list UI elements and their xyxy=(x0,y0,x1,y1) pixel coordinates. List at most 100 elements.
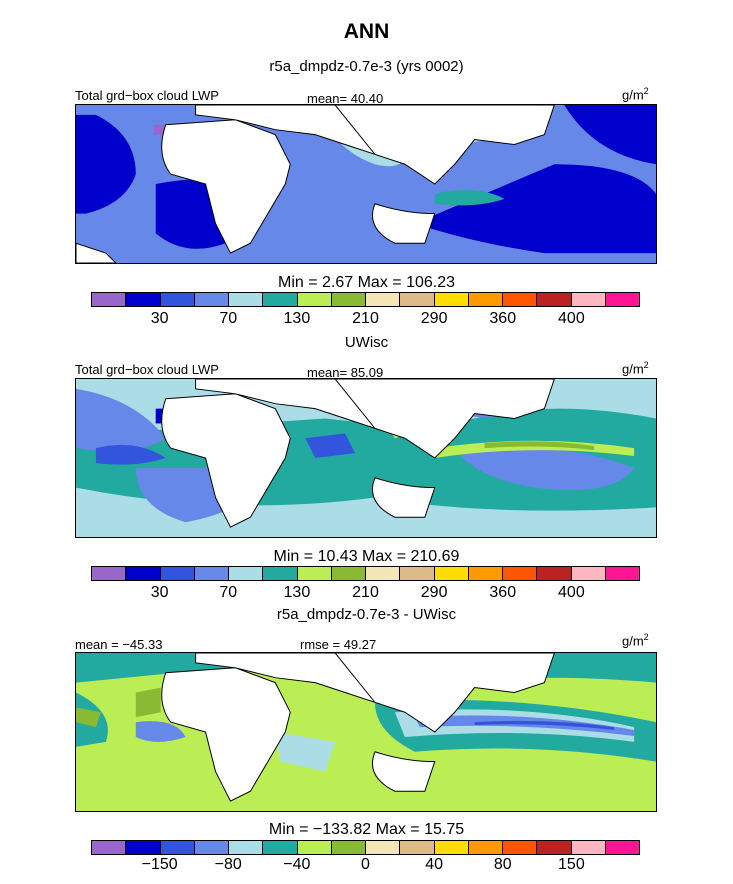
panel2-units-text: g/m xyxy=(622,361,644,377)
panel3-units-text: g/m xyxy=(622,633,644,649)
colorbar-tick-label: 400 xyxy=(558,584,585,601)
colorbar-swatch xyxy=(126,567,161,580)
panel1-colorbar xyxy=(91,292,640,307)
colorbar-swatch xyxy=(229,841,264,854)
colorbar-swatch xyxy=(194,841,229,854)
panel3-rmse-label: rmse = 49.27 xyxy=(300,637,377,652)
colorbar-swatch xyxy=(605,293,639,306)
colorbar-swatch xyxy=(366,567,401,580)
colorbar-swatch xyxy=(263,841,298,854)
colorbar-swatch xyxy=(126,841,161,854)
colorbar-tick-label: 70 xyxy=(219,584,238,601)
colorbar-swatch xyxy=(468,841,503,854)
colorbar-swatch xyxy=(503,567,538,580)
colorbar-swatch xyxy=(229,293,264,306)
colorbar-swatch xyxy=(92,841,127,854)
panel1-map xyxy=(75,104,657,264)
panel3-title: r5a_dmpdz-0.7e-3 - UWisc xyxy=(276,606,457,623)
panel2-units-exp: 2 xyxy=(643,360,649,370)
panel2-mean-label: mean= 85.09 xyxy=(307,365,384,380)
colorbar-swatch xyxy=(160,841,195,854)
colorbar-swatch xyxy=(92,293,127,306)
panel3-map xyxy=(75,652,657,812)
colorbar-tick-label: 290 xyxy=(420,310,448,327)
panel1-title: r5a_dmpdz-0.7e-3 (yrs 0002) xyxy=(269,58,464,75)
colorbar-tick-label: 400 xyxy=(558,310,585,327)
colorbar-swatch xyxy=(263,567,298,580)
colorbar-swatch xyxy=(571,293,606,306)
panel3-colorbar xyxy=(91,840,640,855)
panel2-left-label: Total grd−box cloud LWP xyxy=(75,362,219,377)
colorbar-swatch xyxy=(194,293,229,306)
colorbar-swatch xyxy=(366,293,401,306)
colorbar-swatch xyxy=(160,567,195,580)
colorbar-swatch xyxy=(571,841,606,854)
colorbar-tick-label: 360 xyxy=(489,584,517,601)
colorbar-tick-label: 210 xyxy=(352,310,379,327)
panel1-ticks: 30 70 130 210 290 360 400 xyxy=(0,310,733,330)
colorbar-swatch xyxy=(537,841,572,854)
colorbar-tick-label: 70 xyxy=(219,310,238,327)
colorbar-swatch xyxy=(503,293,538,306)
colorbar-tick-label: 30 xyxy=(150,584,169,601)
colorbar-tick-label: 130 xyxy=(283,584,311,601)
colorbar-swatch xyxy=(297,841,332,854)
colorbar-swatch xyxy=(434,567,469,580)
colorbar-swatch xyxy=(297,293,332,306)
colorbar-tick-label: 360 xyxy=(489,310,517,327)
main-title: ANN xyxy=(343,20,390,43)
colorbar-swatch xyxy=(503,841,538,854)
colorbar-swatch xyxy=(297,567,332,580)
colorbar-tick-label: 290 xyxy=(420,584,448,601)
colorbar-tick-label: 0 xyxy=(361,856,370,873)
colorbar-tick-label: 130 xyxy=(283,310,311,327)
panel1-units: g/m2 xyxy=(622,86,649,102)
colorbar-swatch xyxy=(468,293,503,306)
colorbar-tick-label: 40 xyxy=(425,856,444,873)
colorbar-swatch xyxy=(605,567,639,580)
panel3-units-exp: 2 xyxy=(643,632,649,642)
colorbar-swatch xyxy=(434,293,469,306)
colorbar-tick-label: −40 xyxy=(283,856,311,873)
panel2-units: g/m2 xyxy=(622,360,649,376)
panel3-minmax: Min = −133.82 Max = 15.75 xyxy=(268,821,465,838)
panel1-units-exp: 2 xyxy=(643,86,649,96)
panel1-units-text: g/m xyxy=(622,87,644,103)
colorbar-swatch xyxy=(331,293,366,306)
colorbar-swatch xyxy=(537,567,572,580)
panel3-ticks: −150 −80 −40 0 40 80 150 xyxy=(0,856,733,876)
colorbar-swatch xyxy=(537,293,572,306)
panel1-minmax: Min = 2.67 Max = 106.23 xyxy=(278,274,455,291)
colorbar-swatch xyxy=(434,841,469,854)
colorbar-swatch xyxy=(160,293,195,306)
colorbar-tick-label: −150 xyxy=(141,856,178,873)
panel2-title: UWisc xyxy=(344,334,389,351)
colorbar-swatch xyxy=(126,293,161,306)
colorbar-swatch xyxy=(331,567,366,580)
panel2-colorbar xyxy=(91,566,640,581)
colorbar-swatch xyxy=(366,841,401,854)
colorbar-tick-label: 210 xyxy=(352,584,379,601)
colorbar-swatch xyxy=(605,841,639,854)
colorbar-swatch xyxy=(400,567,435,580)
colorbar-tick-label: 80 xyxy=(493,856,512,873)
colorbar-tick-label: 150 xyxy=(558,856,585,873)
panel2-ticks: 30 70 130 210 290 360 400 xyxy=(0,584,733,604)
colorbar-swatch xyxy=(571,567,606,580)
colorbar-swatch xyxy=(400,293,435,306)
colorbar-swatch xyxy=(229,567,264,580)
colorbar-tick-label: −80 xyxy=(214,856,242,873)
panel2-map xyxy=(75,378,657,538)
panel1-left-label: Total grd−box cloud LWP xyxy=(75,88,219,103)
colorbar-swatch xyxy=(400,841,435,854)
panel1-mean-label: mean= 40.40 xyxy=(307,91,384,106)
colorbar-swatch xyxy=(263,293,298,306)
colorbar-swatch xyxy=(194,567,229,580)
colorbar-swatch xyxy=(468,567,503,580)
panel2-minmax: Min = 10.43 Max = 210.69 xyxy=(273,548,460,565)
panel3-left-label: mean = −45.33 xyxy=(75,637,163,652)
colorbar-swatch xyxy=(331,841,366,854)
panel3-units: g/m2 xyxy=(622,632,649,648)
colorbar-swatch xyxy=(92,567,127,580)
colorbar-tick-label: 30 xyxy=(150,310,169,327)
